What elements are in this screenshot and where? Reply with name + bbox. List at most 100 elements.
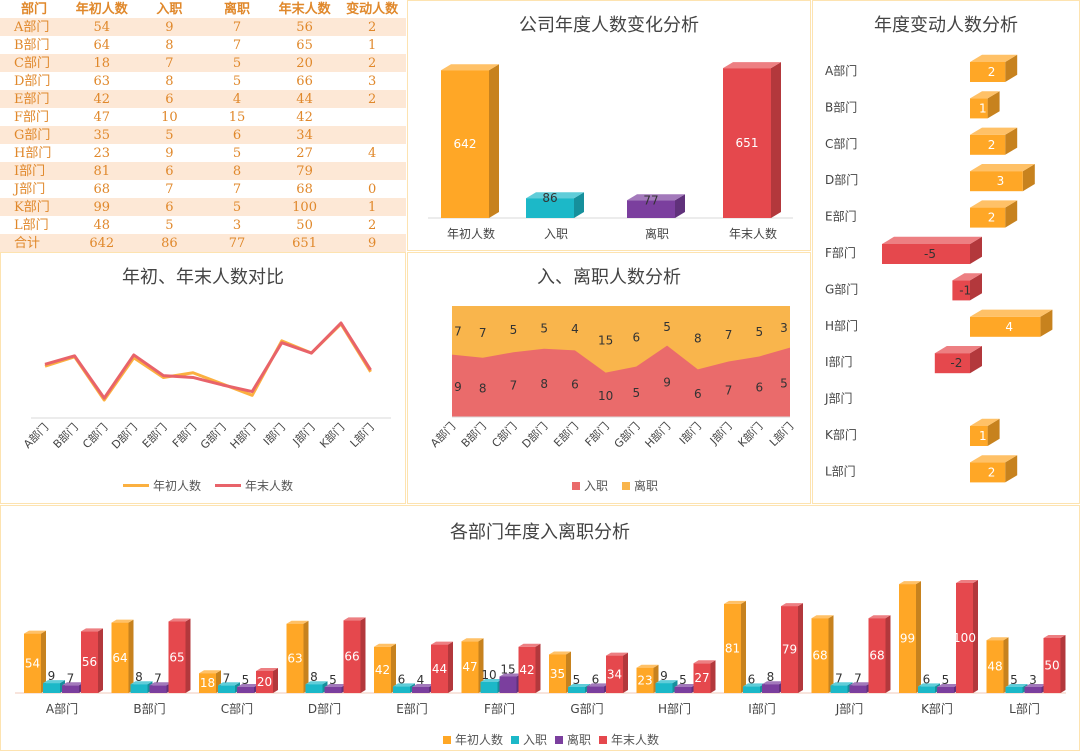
compare-tick-label: C部门 <box>79 420 110 451</box>
dept-bar <box>781 606 798 693</box>
table-cell: 44 <box>270 90 339 108</box>
change-bar-top <box>970 54 1018 62</box>
dept-bar-top <box>324 684 347 687</box>
dept-bar-top <box>606 652 628 656</box>
summary-bar-top <box>441 64 499 71</box>
dept-value-label: 100 <box>953 631 976 645</box>
dept-bar-side <box>391 643 396 693</box>
dept-bar <box>111 622 129 693</box>
dept-bar <box>256 671 273 693</box>
table-cell: 100 <box>270 198 339 216</box>
dept-bar <box>636 667 654 693</box>
change-bar-side <box>1005 200 1018 228</box>
legend-swatch <box>555 735 564 744</box>
table-cell <box>338 126 406 144</box>
compare-chart-panel: 年初、年末人数对比 A部门 B部门 C部门 D部门 E部门 F部门 G部门 H部门 I部门 J部门… <box>0 252 406 504</box>
inout-leave-label: 7 <box>725 328 733 342</box>
table-cell: 4 <box>203 90 271 108</box>
dept-value-label: 8 <box>310 670 318 684</box>
change-category-label: B部门 <box>825 99 857 114</box>
change-value-label: -5 <box>924 247 936 261</box>
table-cell <box>338 108 406 126</box>
table-cell: 9 <box>135 18 204 36</box>
table-cell: 68 <box>93 181 111 197</box>
table-header-cell: 年末人数 <box>278 1 331 17</box>
change-bar-top <box>970 200 1018 208</box>
change-bar-side <box>970 346 982 374</box>
dept-category-label: F部门 <box>484 701 515 716</box>
legend-item: 年末人数 <box>215 477 293 494</box>
inout-tick-label: L部门 <box>766 419 796 449</box>
change-bar <box>882 244 970 264</box>
inout-join-label: 5 <box>633 386 641 400</box>
inout-join-label: 9 <box>663 375 671 389</box>
summary-bar-side <box>489 64 499 218</box>
inout-leave-label: 5 <box>755 325 763 339</box>
table-row: B部门 64 8 7 65 1 <box>0 36 406 54</box>
dept-value-label: 4 <box>417 673 425 687</box>
dept-bar-side <box>916 581 921 693</box>
dept-value-label: 54 <box>25 656 40 670</box>
dept-bar-side <box>41 630 46 693</box>
dept-bar <box>918 686 935 693</box>
dept-bar-top <box>218 682 240 686</box>
table-cell: 3 <box>368 73 377 89</box>
dept-value-label: 5 <box>942 673 950 687</box>
dept-value-label: 6 <box>592 672 600 686</box>
dept-bar <box>237 687 254 693</box>
compare-tick-label: L部门 <box>347 420 377 450</box>
table-cell: 18 <box>68 54 136 72</box>
dept-category-label: J部门 <box>835 701 864 716</box>
change-category-label: F部门 <box>825 245 856 260</box>
dept-bar-top <box>343 617 366 621</box>
dept-bar <box>986 640 1004 693</box>
dept-value-label: 8 <box>767 670 775 684</box>
table-row: L部门 48 5 3 50 2 <box>0 216 406 234</box>
inout-join-label: 7 <box>510 379 518 393</box>
dept-bar-top <box>743 683 765 687</box>
dept-value-label: 35 <box>550 667 565 681</box>
dept-bar-top <box>499 673 522 677</box>
dept-bar-top <box>830 682 853 686</box>
compare-series-line <box>44 322 372 402</box>
inout-leave-label: 8 <box>694 332 702 346</box>
inout-legend: 入职 离职 <box>572 477 658 494</box>
inout-leave-label: 5 <box>663 320 671 334</box>
summary-category-label: 年初人数 <box>447 226 495 241</box>
dept-bar-top <box>256 668 278 671</box>
change-value-label: -1 <box>959 283 971 297</box>
change-category-label: L部门 <box>825 463 856 478</box>
table-header-cell: 年初人数 <box>75 1 128 17</box>
change-bar-top <box>882 236 982 244</box>
table-row: I部门 81 6 8 79 <box>0 162 406 180</box>
legend-label: 年末人数 <box>611 733 660 747</box>
table-row: G部门 35 5 6 34 <box>0 126 406 144</box>
dept-bar <box>868 618 886 693</box>
table-cell: 54 <box>68 18 136 36</box>
dept-bar <box>286 623 304 693</box>
change-bar <box>970 462 1006 483</box>
compare-tick-label: H部门 <box>227 420 258 451</box>
dept-bar <box>937 687 954 693</box>
table-cell <box>338 162 406 180</box>
dept-category-label: C部门 <box>221 701 253 716</box>
table-cell: 8 <box>165 73 174 89</box>
dept-value-label: 7 <box>223 671 231 685</box>
inout-join-label: 6 <box>755 381 763 395</box>
legend-swatch <box>443 735 451 744</box>
dept-value-label: 64 <box>112 651 127 665</box>
dept-bar-side <box>128 619 134 693</box>
table-cell: 7 <box>135 54 204 72</box>
inout-tick-label: D部门 <box>519 419 550 450</box>
dept-value-label: 42 <box>519 663 534 677</box>
summary-value-label: 86 <box>542 191 557 205</box>
change-bar-side <box>970 273 982 301</box>
dept-value-label: 47 <box>462 660 477 674</box>
data-table-panel: 部门 年初人数 入职 离职 年末人数 变动人数 A部门 54 9 7 56 2 B部门 64 8 7 65 1 C… <box>0 0 407 252</box>
table-cell: F部门 <box>14 109 50 125</box>
inout-join-label: 8 <box>479 381 487 395</box>
dept-bar-side <box>98 628 103 693</box>
dept-bar-top <box>549 651 571 655</box>
summary-bar-top <box>526 192 584 199</box>
inout-tick-label: C部门 <box>489 419 520 450</box>
